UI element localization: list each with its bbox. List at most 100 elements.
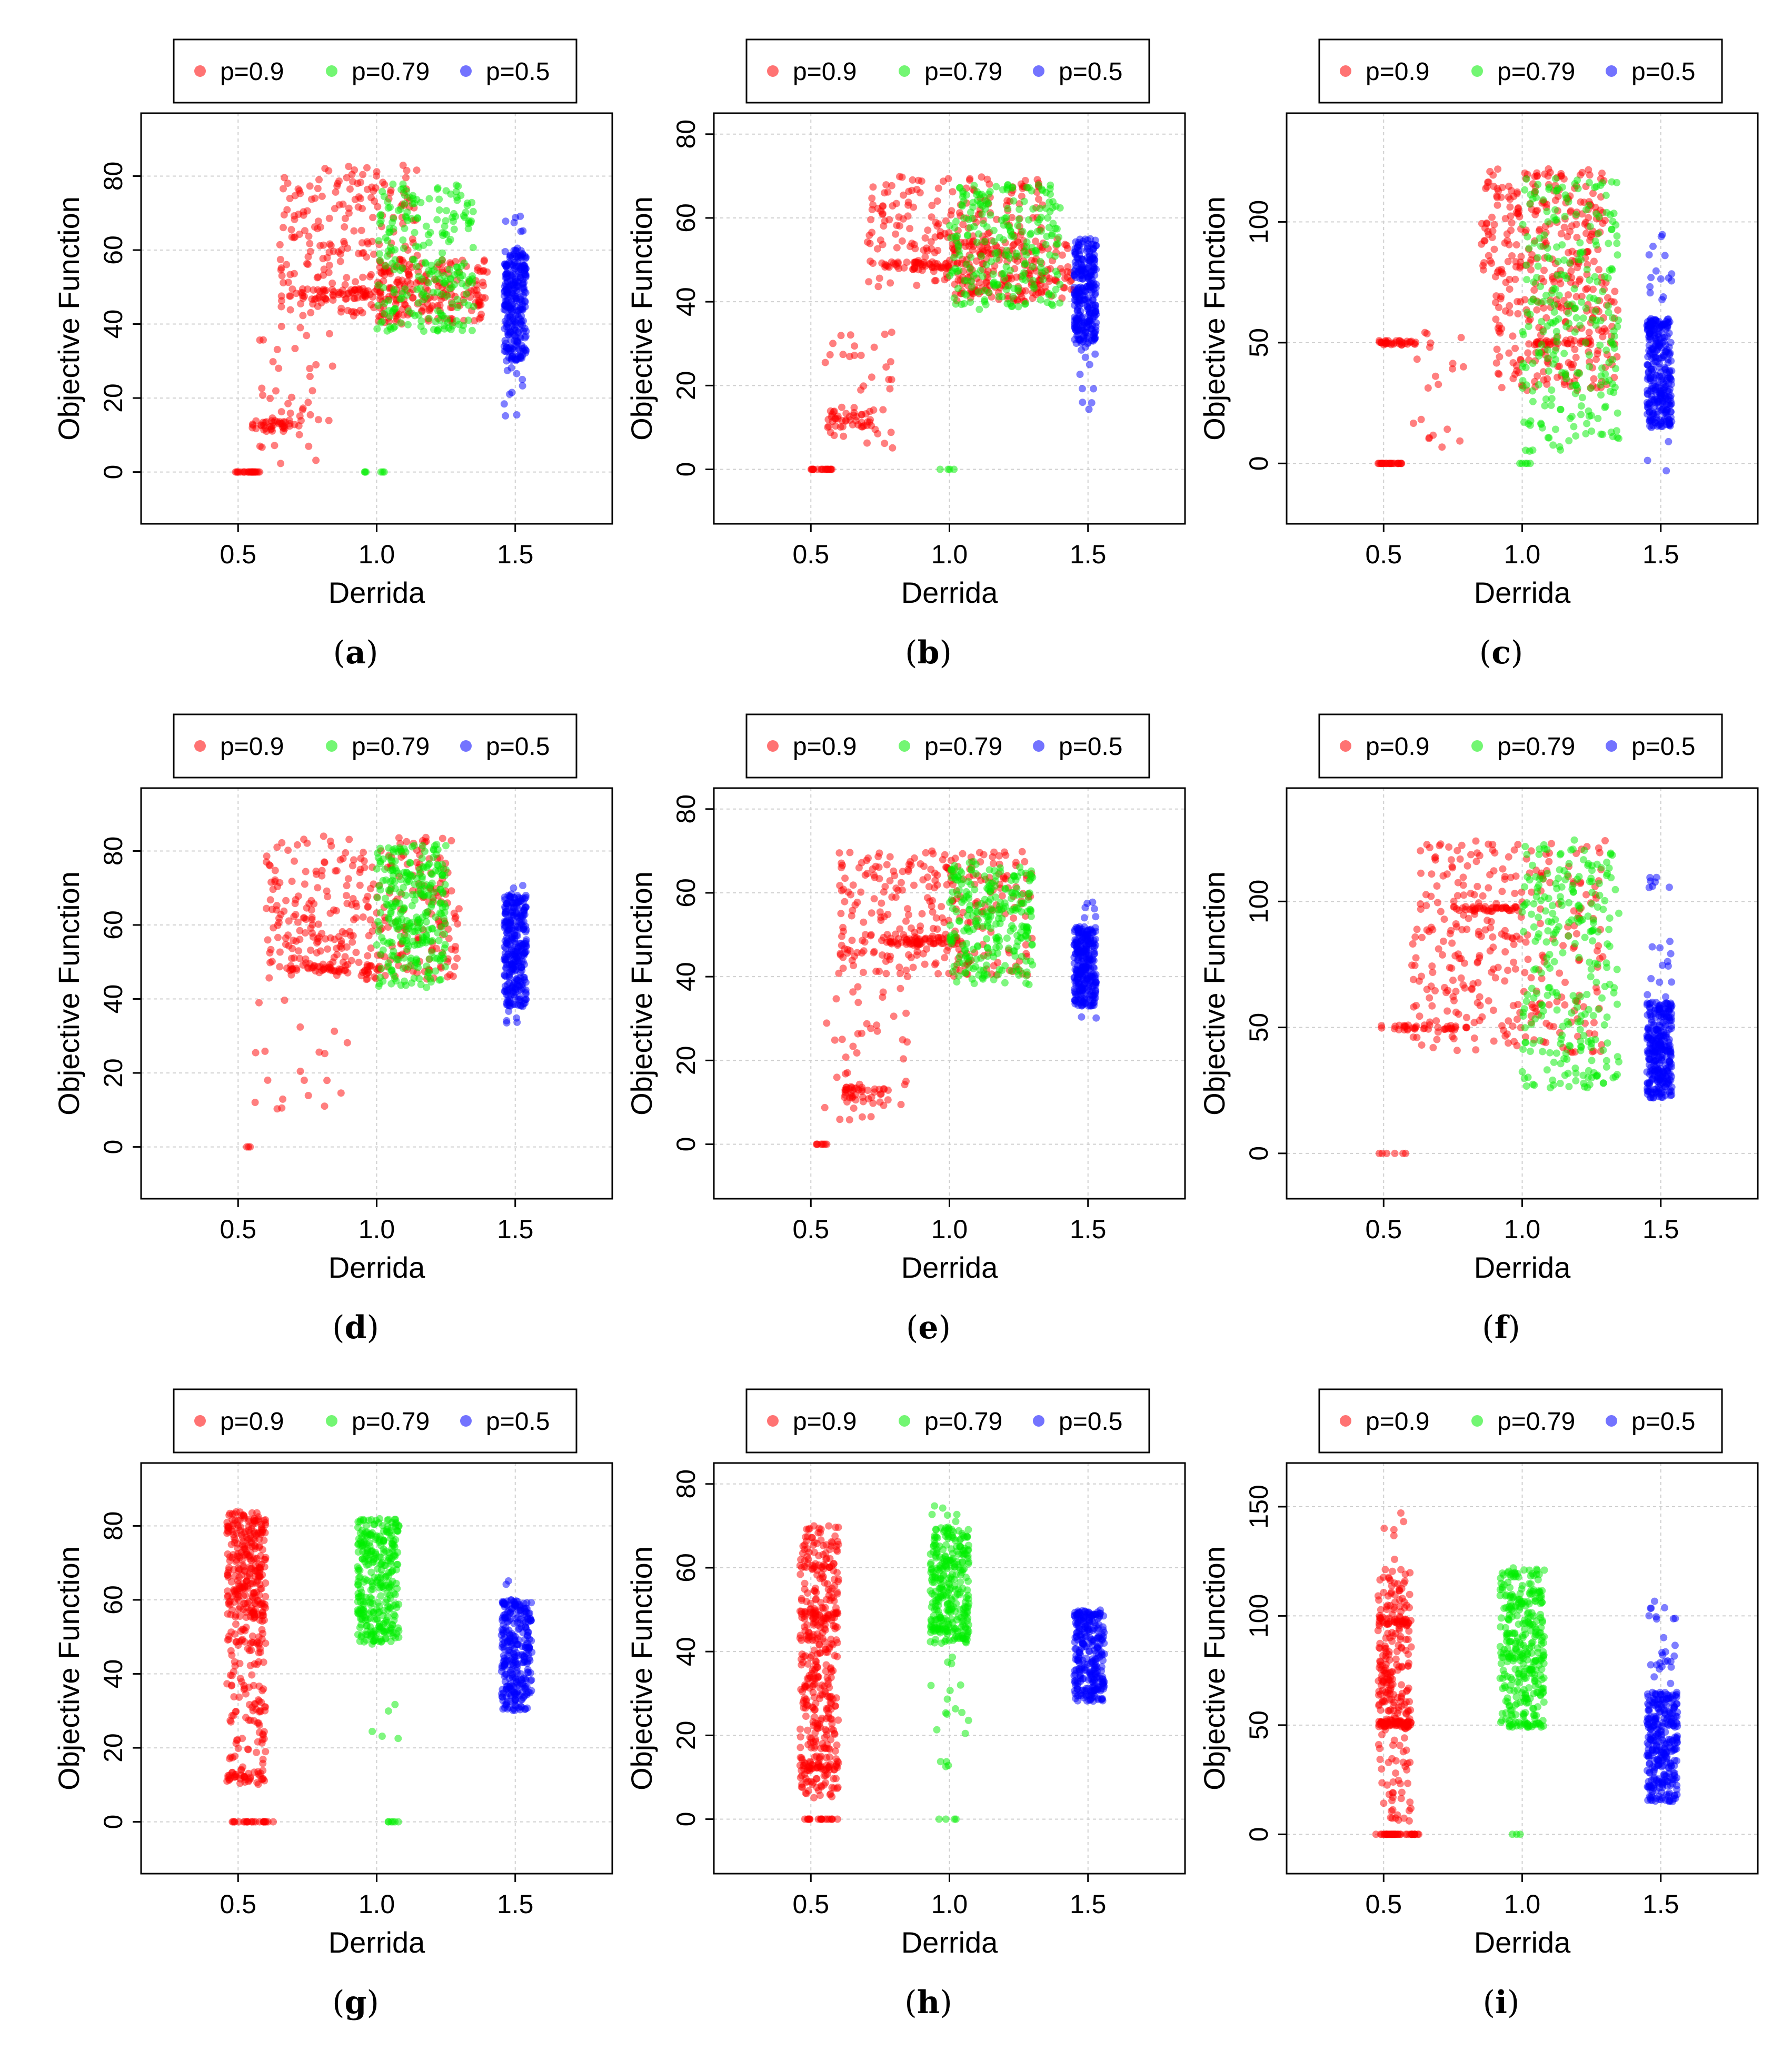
data-point [304,1092,312,1099]
data-point [823,1140,831,1148]
data-point [336,250,344,258]
data-point [1596,341,1604,349]
data-point [974,288,982,296]
data-point [1074,287,1082,294]
data-point [1013,252,1021,260]
data-point [1089,332,1097,340]
data-point [1092,323,1100,331]
data-point [1550,278,1558,286]
data-point [376,844,384,852]
data-point [868,194,876,202]
data-point [502,286,510,294]
data-point [522,349,530,357]
data-point [291,345,299,352]
data-point [470,286,478,294]
data-point [265,974,273,982]
data-point [331,1027,339,1035]
data-point [854,999,862,1007]
data-point [1519,377,1527,384]
data-point [900,264,908,272]
data-point [376,860,384,868]
legend-label-1: p=0.79 [352,58,430,86]
data-point [1605,240,1612,247]
data-point [1024,934,1032,942]
data-point [857,352,865,359]
data-point [944,465,952,473]
data-point [510,980,518,988]
data-point [233,468,241,476]
data-point [1544,346,1551,354]
data-point [888,376,895,384]
data-point [454,304,461,311]
data-point [1647,274,1655,282]
data-point [835,969,843,977]
data-point [436,316,444,324]
legend-marker-1 [326,65,337,77]
data-point [284,931,292,939]
x-tick-label: 1.5 [497,540,534,569]
data-point [428,948,436,956]
data-point [447,326,455,333]
data-point [389,877,396,884]
data-point [1649,411,1657,419]
data-point [278,1104,286,1112]
data-point [321,165,329,173]
data-point [425,315,433,323]
data-point [320,271,327,279]
data-point [505,996,513,1003]
data-point [850,1104,858,1112]
data-point [1041,267,1049,275]
data-point [358,239,366,247]
data-point [1607,429,1615,436]
y-tick-label: 0 [671,462,701,477]
data-point [906,243,914,251]
data-point [402,174,410,182]
data-point [1591,273,1599,281]
data-point [332,188,340,196]
data-point [300,835,308,843]
data-point [342,849,350,857]
data-point [1551,346,1559,354]
data-point [356,881,364,889]
data-point [277,323,285,330]
data-point [378,934,386,942]
data-point [373,941,381,949]
data-point [385,307,393,315]
data-point [291,192,299,200]
data-point [465,276,473,284]
data-point [1604,302,1612,310]
data-point [1092,310,1100,318]
data-point [933,925,941,933]
data-point [1492,315,1500,323]
data-point [333,951,341,959]
data-point [837,951,844,959]
data-point [1051,252,1059,260]
data-point [1646,289,1654,297]
data-point [968,214,976,222]
data-point [1565,248,1572,256]
data-point [1539,196,1547,204]
data-point [299,404,307,412]
data-point [903,1038,911,1046]
y-tick-label: 20 [98,1058,128,1088]
data-point [520,284,528,292]
data-point [502,217,510,225]
data-point [907,954,915,961]
data-point [330,288,338,296]
data-point [1544,434,1552,442]
data-point [375,882,383,890]
data-point [882,363,890,371]
data-point [914,257,922,265]
data-point [367,271,375,278]
data-point [276,256,284,263]
data-point [517,262,525,270]
data-point [986,187,994,195]
data-point [345,163,353,171]
data-point [867,1113,875,1121]
data-point [1572,432,1580,440]
data-point [522,996,530,1003]
data-point [870,895,878,903]
data-point [938,903,945,911]
data-point [396,888,404,896]
data-point [992,183,1000,191]
